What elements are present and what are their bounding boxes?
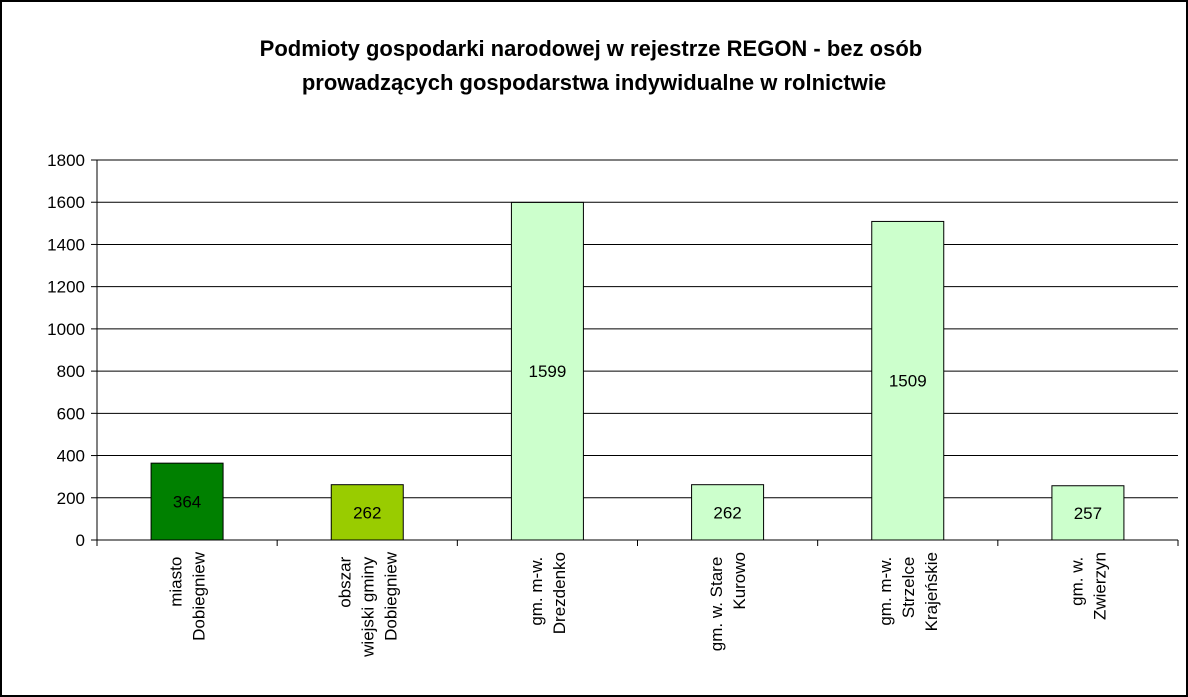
chart-title: Podmioty gospodarki narodowej w rejestrz… xyxy=(260,36,929,95)
y-tick-label: 1000 xyxy=(47,320,85,339)
value-label: 262 xyxy=(713,503,741,522)
bar xyxy=(330,484,404,541)
x-tick-label: miasto Dobiegniew xyxy=(167,551,209,641)
bar xyxy=(510,201,584,541)
bar xyxy=(871,220,945,541)
y-tick-label: 1200 xyxy=(47,278,85,297)
value-label: 262 xyxy=(353,503,381,522)
bar xyxy=(150,462,224,541)
y-tick-label: 0 xyxy=(76,531,85,550)
bar xyxy=(691,484,765,541)
x-tick-label: gm. m-w. Drezdenko xyxy=(527,552,569,634)
x-tick-label: gm. m-w. Strzelce Krajeńskie xyxy=(876,552,941,631)
y-tick-label: 400 xyxy=(57,447,85,466)
bar xyxy=(1051,485,1125,541)
x-tick-label: obszar wiejski gminy Dobiegniew xyxy=(335,551,400,658)
y-tick-label: 600 xyxy=(57,404,85,423)
y-tick-label: 200 xyxy=(57,489,85,508)
y-tick-label: 800 xyxy=(57,362,85,381)
x-tick-label: gm. w. Zwierzyn xyxy=(1067,552,1109,620)
value-label: 257 xyxy=(1074,504,1102,523)
y-tick-label: 1600 xyxy=(47,193,85,212)
value-label: 364 xyxy=(173,493,201,512)
value-label: 1509 xyxy=(889,372,927,391)
y-tick-label: 1400 xyxy=(47,235,85,254)
value-label: 1599 xyxy=(529,362,567,381)
x-tick-label: gm. w. Stare Kurowo xyxy=(707,552,749,651)
y-tick-label: 1800 xyxy=(47,151,85,170)
